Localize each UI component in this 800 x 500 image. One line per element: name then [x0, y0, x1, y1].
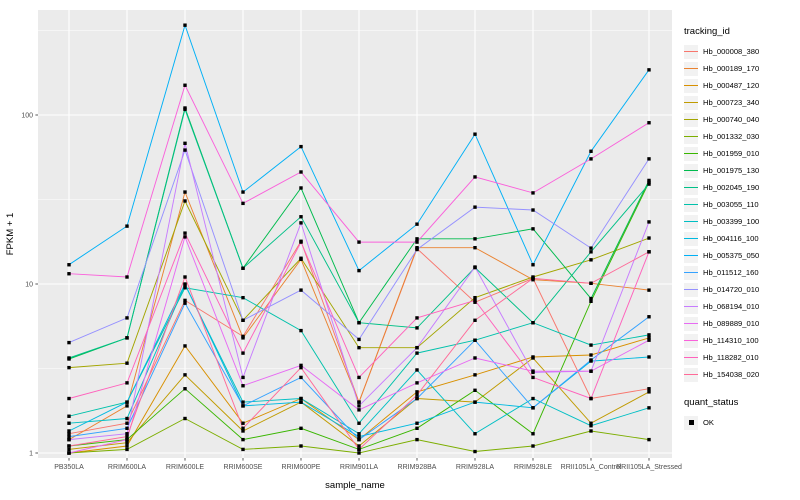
series-color-key-icon — [684, 180, 698, 195]
series-color-key-icon — [684, 367, 698, 382]
legend-item-label: Hb_000487_120 — [703, 81, 760, 90]
series-color-key-icon — [684, 61, 698, 76]
legend-item-Hb_000008_380: Hb_000008_380 — [684, 43, 800, 60]
series-color-key-icon — [684, 248, 698, 263]
x-tick-label: RRII105LA_Control — [561, 464, 622, 471]
x-tick-label: RRIM928BA — [398, 464, 437, 471]
ok-square-icon — [684, 415, 698, 430]
series-color-key-icon — [684, 282, 698, 297]
series-color-key-icon — [684, 265, 698, 280]
legend-item-label: Hb_003399_100 — [703, 217, 760, 226]
legend-item-label: Hb_014720_010 — [703, 285, 760, 294]
legend-item-Hb_005375_050: Hb_005375_050 — [684, 247, 800, 264]
x-tick-label: RRIM600SE — [224, 464, 263, 471]
legend-item-Hb_001332_030: Hb_001332_030 — [684, 128, 800, 145]
series-color-key-icon — [684, 95, 698, 110]
legend-item-Hb_154038_020: Hb_154038_020 — [684, 366, 800, 383]
x-tick-label: RRIM600LE — [166, 464, 204, 471]
series-color-key-icon — [684, 197, 698, 212]
legend-item-label: Hb_000189_170 — [703, 64, 760, 73]
legend-quant-status: quant_status OK — [684, 397, 800, 431]
legend-item-Hb_000740_040: Hb_000740_040 — [684, 111, 800, 128]
series-color-key-icon — [684, 299, 698, 314]
x-tick-label: RRIM901LA — [340, 464, 378, 471]
y-axis-title: FPKM + 1 — [5, 213, 16, 256]
legend-item-label: Hb_089889_010 — [703, 319, 760, 328]
series-color-key-icon — [684, 129, 698, 144]
legend-item-Hb_003399_100: Hb_003399_100 — [684, 213, 800, 230]
series-color-key-icon — [684, 163, 698, 178]
legend-item-label: Hb_004116_100 — [703, 234, 759, 243]
legend-item-Hb_014720_010: Hb_014720_010 — [684, 281, 800, 298]
series-color-key-icon — [684, 112, 698, 127]
x-tick-label: RRIM928LA — [456, 464, 494, 471]
panel-background — [38, 10, 672, 458]
legend-item-label: Hb_000740_040 — [703, 115, 760, 124]
x-tick-label: RRIM600PE — [282, 464, 321, 471]
legend-item-label: Hb_118282_010 — [703, 353, 759, 362]
chart-panel: PB350LA RRIM600LA RRIM600LE RRIM600SE RRIM60… — [21, 10, 682, 471]
legend-item-Hb_001959_010: Hb_001959_010 — [684, 145, 800, 162]
series-color-key-icon — [684, 146, 698, 161]
series-color-key-icon — [684, 44, 698, 59]
legend-item-Hb_002045_190: Hb_002045_190 — [684, 179, 800, 196]
legend-item-ok: OK — [684, 414, 800, 431]
legend-item-label: Hb_154038_020 — [703, 370, 760, 379]
legend-item-Hb_114310_100: Hb_114310_100 — [684, 332, 800, 349]
legend-item-Hb_004116_100: Hb_004116_100 — [684, 230, 800, 247]
legend-item-label: Hb_001332_030 — [703, 132, 760, 141]
legend-item-Hb_118282_010: Hb_118282_010 — [684, 349, 800, 366]
legend-item-label: Hb_001959_010 — [703, 149, 760, 158]
x-tick-label: PB350LA — [54, 464, 84, 471]
legend-item-Hb_001975_130: Hb_001975_130 — [684, 162, 800, 179]
legend-item-label: Hb_011512_160 — [703, 268, 759, 277]
legend-title-quant-status: quant_status — [684, 397, 739, 408]
axes: PB350LA RRIM600LA RRIM600LE RRIM600SE RRIM60… — [21, 113, 682, 472]
y-tick-label: 10 — [25, 282, 33, 289]
series-color-key-icon — [684, 350, 698, 365]
series-color-key-icon — [684, 78, 698, 93]
x-tick-label: RRII105LA_Stressed — [616, 464, 682, 471]
legend-item-label: Hb_003055_110 — [703, 200, 759, 209]
x-tick-label: RRIM600LA — [108, 464, 146, 471]
legend: tracking_id Hb_000008_380 Hb_000189_170 Hb… — [684, 26, 800, 431]
y-tick-label: 1 — [29, 451, 33, 458]
legend-item-Hb_011512_160: Hb_011512_160 — [684, 264, 800, 281]
legend-item-label: Hb_005375_050 — [703, 251, 760, 260]
legend-item-Hb_000487_120: Hb_000487_120 — [684, 77, 800, 94]
data-points — [67, 23, 651, 455]
legend-item-label: Hb_000008_380 — [703, 47, 760, 56]
x-axis-title: sample_name — [325, 480, 385, 491]
legend-item-Hb_089889_010: Hb_089889_010 — [684, 315, 800, 332]
legend-item-Hb_000723_340: Hb_000723_340 — [684, 94, 800, 111]
series-color-key-icon — [684, 231, 698, 246]
legend-item-Hb_000189_170: Hb_000189_170 — [684, 60, 800, 77]
series-color-key-icon — [684, 214, 698, 229]
legend-item-label: Hb_002045_190 — [703, 183, 760, 192]
legend-item-label: Hb_001975_130 — [703, 166, 760, 175]
legend-item-Hb_068194_010: Hb_068194_010 — [684, 298, 800, 315]
legend-items: Hb_000008_380 Hb_000189_170 Hb_000487_120 H… — [684, 43, 800, 383]
x-tick-label: RRIM928LE — [514, 464, 552, 471]
legend-item-label: OK — [703, 418, 714, 427]
legend-title-tracking-id: tracking_id — [684, 26, 730, 37]
y-tick-label: 100 — [21, 113, 33, 120]
legend-item-label: Hb_068194_010 — [703, 302, 760, 311]
legend-item-label: Hb_114310_100 — [703, 336, 759, 345]
legend-item-Hb_003055_110: Hb_003055_110 — [684, 196, 800, 213]
series-color-key-icon — [684, 316, 698, 331]
series-color-key-icon — [684, 333, 698, 348]
legend-item-label: Hb_000723_340 — [703, 98, 760, 107]
